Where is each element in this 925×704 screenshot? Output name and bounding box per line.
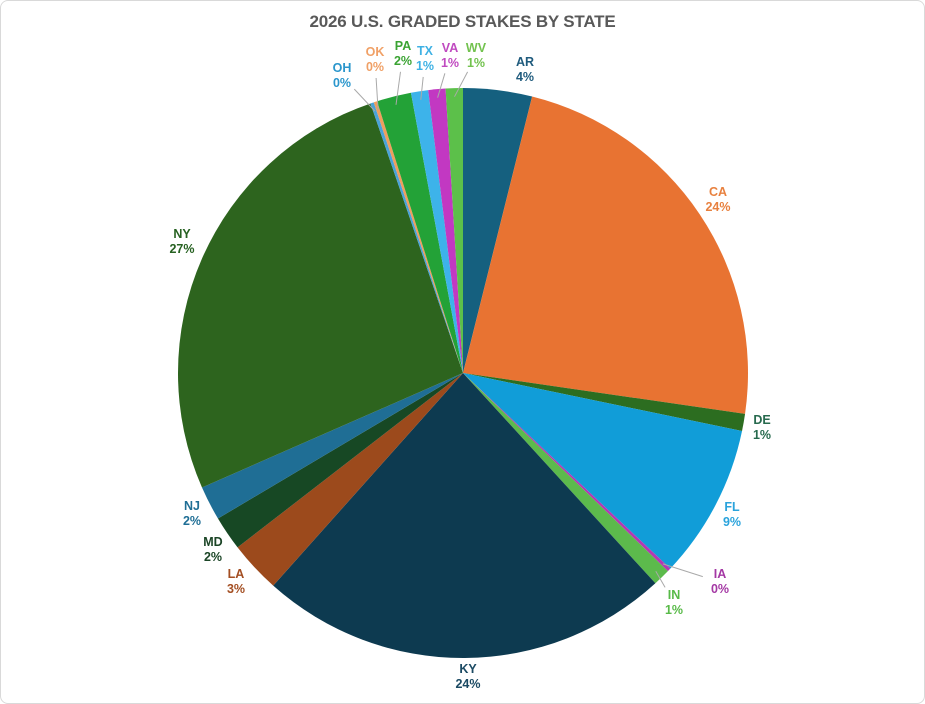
pie-slice-AR[interactable] (463, 88, 533, 373)
pie-slice-IN[interactable] (463, 373, 668, 584)
pie-slice-LA[interactable] (237, 373, 463, 586)
leader-line-TX (420, 76, 424, 100)
pie-slice-NY[interactable] (177, 103, 463, 488)
leader-line-OH (353, 88, 376, 112)
leader-line-VA (437, 73, 446, 98)
pie-slice-CA[interactable] (463, 96, 748, 414)
pie-slice-DE[interactable] (463, 373, 746, 432)
pie-slice-VA[interactable] (428, 88, 463, 373)
leader-line-IN (655, 570, 666, 588)
pie-slice-TX[interactable] (410, 90, 463, 373)
pie-slice-WV[interactable] (445, 87, 463, 373)
leader-line-OK (375, 77, 379, 110)
pie-slice-MD[interactable] (217, 373, 463, 548)
pie-slice-IA[interactable] (463, 373, 671, 572)
pie-slice-PA[interactable] (377, 92, 463, 374)
leader-line-WV (454, 71, 469, 97)
leader-line-PA (395, 71, 401, 105)
pie-slice-OK[interactable] (373, 101, 463, 373)
pie-slice-NJ[interactable] (202, 373, 463, 519)
chart-title: 2026 U.S. GRADED STAKES BY STATE (309, 12, 616, 31)
pie-slice-KY[interactable] (273, 373, 656, 658)
pie-slice-OH[interactable] (370, 102, 463, 373)
leader-line-IA (662, 563, 703, 578)
pie-slice-FL[interactable] (463, 373, 743, 569)
